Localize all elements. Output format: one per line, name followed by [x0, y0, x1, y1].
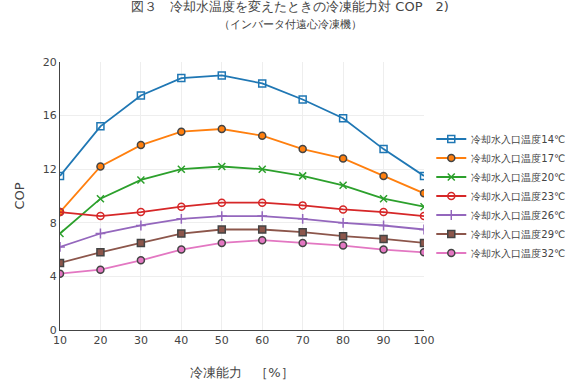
svg-text:60: 60 [255, 334, 269, 347]
svg-text:COP: COP [12, 182, 27, 209]
svg-text:80: 80 [336, 334, 350, 347]
svg-text:冷凍能力 ［%］: 冷凍能力 ［%］ [190, 365, 293, 380]
svg-text:100: 100 [414, 334, 435, 347]
svg-text:16: 16 [43, 109, 57, 122]
svg-text:図３ 冷却水温度を変えたときの冷凍能力対 COP 2)（イン: 図３ 冷却水温度を変えたときの冷凍能力対 COP 2)（インバータ付遠心冷凍機） [131, 0, 449, 31]
svg-text:冷却水入口温度14℃: 冷却水入口温度14℃ [471, 134, 565, 145]
svg-text:0: 0 [50, 324, 57, 337]
svg-text:70: 70 [296, 334, 310, 347]
svg-text:20: 20 [93, 334, 107, 347]
svg-text:8: 8 [50, 217, 57, 230]
svg-text:冷却水入口温度32℃: 冷却水入口温度32℃ [471, 248, 565, 259]
svg-text:冷却水入口温度20℃: 冷却水入口温度20℃ [471, 172, 565, 183]
svg-text:冷却水入口温度29℃: 冷却水入口温度29℃ [471, 229, 565, 240]
svg-text:30: 30 [134, 334, 148, 347]
svg-text:冷却水入口温度23℃: 冷却水入口温度23℃ [471, 191, 565, 202]
svg-text:冷却水入口温度26℃: 冷却水入口温度26℃ [471, 210, 565, 221]
svg-text:50: 50 [215, 334, 229, 347]
svg-text:90: 90 [377, 334, 391, 347]
svg-text:4: 4 [50, 270, 57, 283]
svg-text:10: 10 [53, 334, 67, 347]
svg-text:20: 20 [43, 56, 57, 69]
svg-text:40: 40 [174, 334, 188, 347]
svg-text:冷却水入口温度17℃: 冷却水入口温度17℃ [471, 153, 565, 164]
svg-text:12: 12 [43, 163, 57, 176]
